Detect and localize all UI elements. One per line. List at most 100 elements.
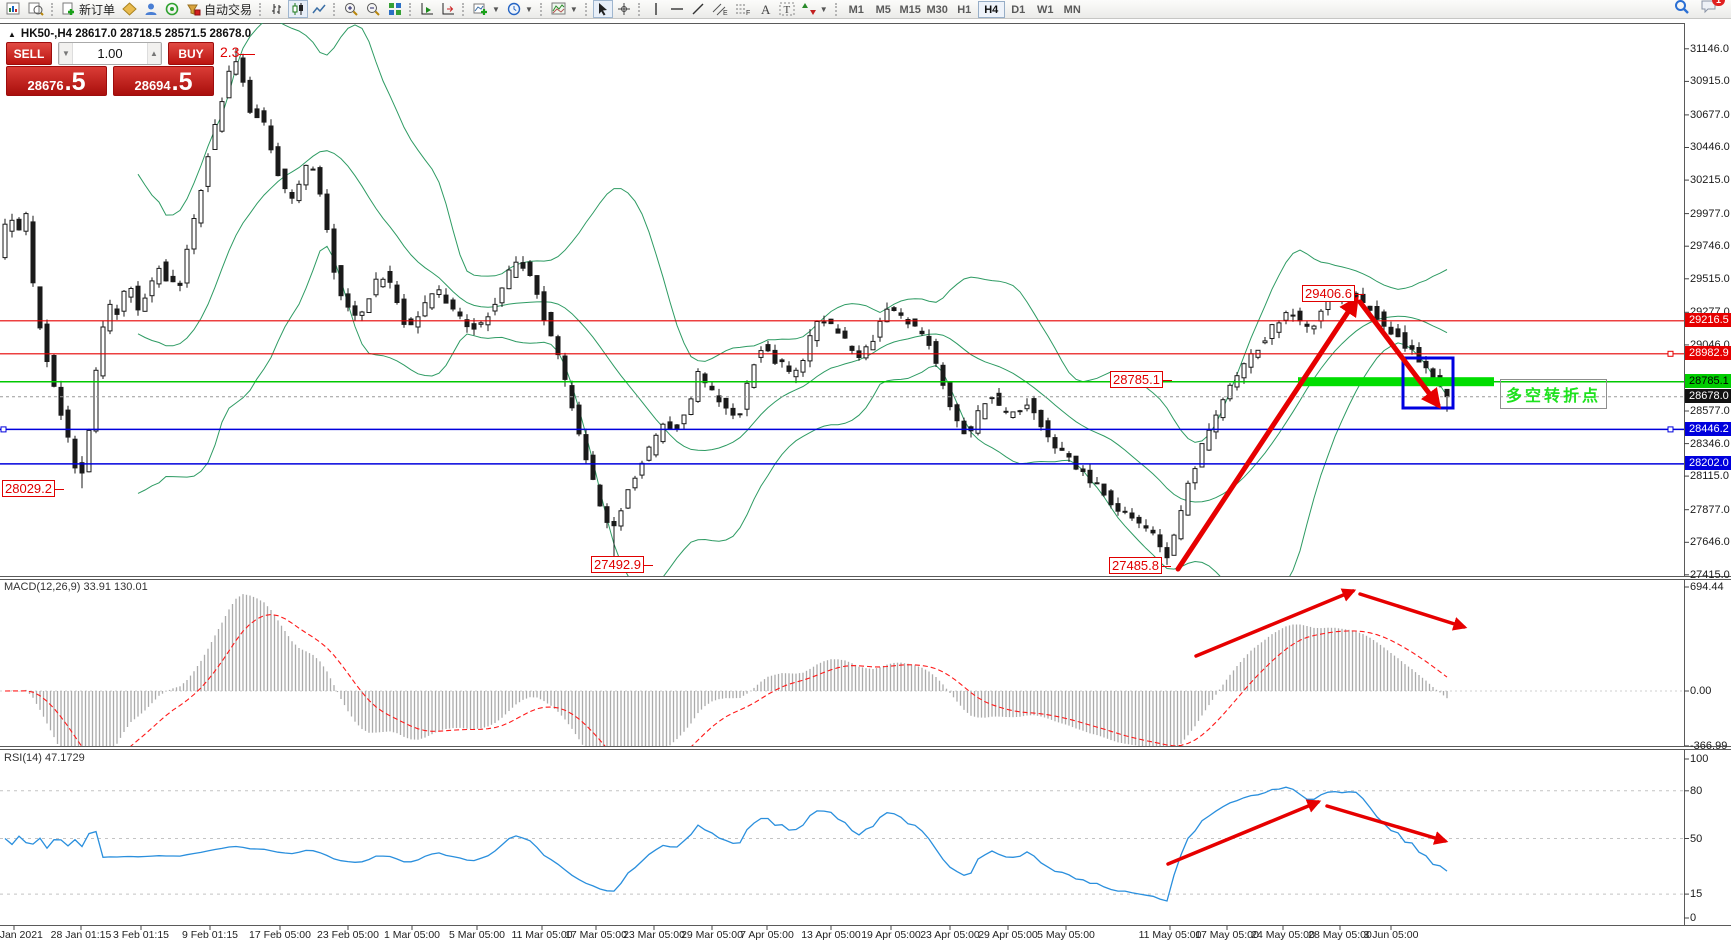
timeframe-m30[interactable]: M30 xyxy=(924,1,951,18)
price-axis-tick[interactable]: 27646.0 xyxy=(1690,536,1730,549)
line-chart-button[interactable] xyxy=(309,0,329,18)
time-axis-label[interactable]: 17 Mar 05:00 xyxy=(565,929,627,941)
timeframe-m1[interactable]: M1 xyxy=(843,1,870,18)
low-mid-tag[interactable]: 27492.9 xyxy=(591,556,653,573)
time-axis-label[interactable]: 24 May 05:00 xyxy=(1251,929,1315,941)
metaeditor-button[interactable] xyxy=(119,0,140,18)
signals-button[interactable] xyxy=(162,0,182,18)
volume-decrease-button[interactable]: ▼ xyxy=(59,43,73,64)
auto-scroll-button[interactable] xyxy=(417,0,437,18)
time-axis-label[interactable]: 3 Jun 05:00 xyxy=(1363,929,1419,941)
autotrading-button[interactable]: 自动交易 xyxy=(183,0,255,18)
price-axis-tick[interactable]: 28115.0 xyxy=(1690,470,1729,483)
periods-button[interactable]: ▼ xyxy=(504,0,536,18)
marked-high-tag[interactable]: 29406.6 xyxy=(1302,285,1364,302)
timeframe-m5[interactable]: M5 xyxy=(870,1,897,18)
low-left-tag[interactable]: 28029.2 xyxy=(2,480,64,497)
timeframe-h4[interactable]: H4 xyxy=(977,1,1005,19)
timeframe-mn[interactable]: MN xyxy=(1059,1,1086,18)
add-indicator-button[interactable]: ▼ xyxy=(470,0,503,18)
time-axis-label[interactable]: 23 Feb 05:00 xyxy=(317,929,379,941)
cursor-tool-button[interactable] xyxy=(592,0,613,18)
search-icon[interactable] xyxy=(1674,0,1690,19)
price-axis-tick[interactable]: 28577.0 xyxy=(1690,405,1730,417)
price-chart-canvas[interactable] xyxy=(0,19,1731,946)
time-axis-label[interactable]: 19 Apr 05:00 xyxy=(861,929,921,941)
new-order-button[interactable]: 新订单 xyxy=(59,0,118,18)
candle-chart-button[interactable] xyxy=(288,0,309,18)
vertical-line-tool-button[interactable] xyxy=(646,0,666,18)
time-axis-label[interactable]: 23 Mar 05:00 xyxy=(623,929,685,941)
price-axis-tick[interactable]: 30215.0 xyxy=(1690,174,1730,187)
macd-axis-tick[interactable]: 694.44 xyxy=(1690,581,1724,594)
pane-separator[interactable] xyxy=(0,576,1731,580)
rsi-axis-tick[interactable]: 0 xyxy=(1690,912,1697,924)
tile-windows-button[interactable] xyxy=(385,0,405,18)
text-label-tool-button[interactable]: T xyxy=(776,0,798,18)
time-axis-label[interactable]: 5 May 05:00 xyxy=(1037,929,1095,941)
low-right-tag[interactable]: 27485.8 xyxy=(1109,557,1171,574)
price-axis-tick[interactable]: 29515.0 xyxy=(1690,272,1730,285)
collapse-panel-icon[interactable]: ▲ xyxy=(8,30,16,39)
time-axis-label[interactable]: 28 Jan 01:15 xyxy=(50,929,112,941)
pivot-level-tag[interactable]: 28785.1 xyxy=(1110,371,1172,388)
sell-button[interactable]: SELL xyxy=(6,42,52,65)
pane-separator[interactable] xyxy=(0,746,1731,750)
new-chart-button[interactable] xyxy=(3,0,24,18)
equidistant-channel-tool-button[interactable]: E xyxy=(709,0,731,18)
time-axis-label[interactable]: 13 Apr 05:00 xyxy=(801,929,861,941)
time-axis-label[interactable]: 11 May 05:00 xyxy=(1138,929,1202,941)
time-axis-label[interactable]: 9 Feb 01:15 xyxy=(181,929,239,941)
timeframe-m15[interactable]: M15 xyxy=(897,1,924,18)
time-axis-label[interactable]: 17 May 05:00 xyxy=(1195,929,1259,941)
rsi-axis-tick[interactable]: 50 xyxy=(1690,832,1703,845)
time-axis-label[interactable]: 28 May 05:00 xyxy=(1308,929,1372,941)
price-axis-tick[interactable]: 29746.0 xyxy=(1690,240,1730,253)
zoom-in-button[interactable] xyxy=(341,0,362,18)
time-axis-label[interactable]: 22 Jan 2021 xyxy=(0,929,43,941)
crosshair-tool-button[interactable] xyxy=(614,0,634,18)
price-axis-tick[interactable]: 28346.0 xyxy=(1690,437,1730,450)
volume-input[interactable]: 1.00 xyxy=(97,46,123,61)
volume-increase-button[interactable]: ▲ xyxy=(147,43,161,64)
timeframe-w1[interactable]: W1 xyxy=(1032,1,1059,18)
price-axis-tick[interactable]: 30915.0 xyxy=(1690,75,1730,88)
time-axis-label[interactable]: 29 Mar 05:00 xyxy=(681,929,743,941)
price-axis-tick[interactable]: 27877.0 xyxy=(1690,503,1730,516)
time-axis-label[interactable]: 3 Feb 01:15 xyxy=(112,929,170,941)
horizontal-line-tool-button[interactable] xyxy=(667,0,687,18)
fibonacci-tool-button[interactable]: F xyxy=(732,0,754,18)
turning-point-label[interactable]: 多空转折点 xyxy=(1500,379,1608,409)
time-axis-label[interactable]: 29 Apr 05:00 xyxy=(978,929,1038,941)
community-button[interactable] xyxy=(141,0,161,18)
time-axis-label[interactable]: 11 Mar 05:00 xyxy=(511,929,573,941)
notifications-icon[interactable]: 1 xyxy=(1700,0,1725,19)
trendline-tool-button[interactable] xyxy=(688,0,708,18)
timeframe-d1[interactable]: D1 xyxy=(1005,1,1032,18)
rsi-axis-tick[interactable]: 15 xyxy=(1690,888,1703,901)
price-axis-tick[interactable]: 31146.0 xyxy=(1690,42,1729,55)
arrows-tool-button[interactable]: ▼ xyxy=(799,0,831,18)
price-axis-tick[interactable]: 27415.0 xyxy=(1690,568,1730,581)
time-axis-label[interactable]: 23 Apr 05:00 xyxy=(920,929,980,941)
buy-button[interactable]: BUY xyxy=(168,42,214,65)
bar-chart-button[interactable] xyxy=(267,0,287,18)
time-axis-label[interactable]: 1 Mar 05:00 xyxy=(383,929,441,941)
templates-button[interactable]: ▼ xyxy=(548,0,581,18)
rsi-axis-tick[interactable]: 100 xyxy=(1690,753,1709,765)
macd-axis-tick[interactable]: 0.00 xyxy=(1690,685,1712,697)
time-axis-label[interactable]: 7 Apr 05:00 xyxy=(740,929,794,941)
price-axis-tick[interactable]: 30446.0 xyxy=(1690,141,1730,154)
volume-stepper[interactable]: ▼ 1.00 ▲ xyxy=(58,42,162,65)
time-axis-label[interactable]: 17 Feb 05:00 xyxy=(249,929,311,941)
text-tool-button[interactable]: A xyxy=(755,0,775,18)
time-axis-label[interactable]: 5 Mar 05:00 xyxy=(448,929,506,941)
rsi-axis-tick[interactable]: 80 xyxy=(1690,784,1703,797)
price-axis-tick[interactable]: 29977.0 xyxy=(1690,207,1730,220)
chart-shift-button[interactable] xyxy=(438,0,458,18)
timeframe-h1[interactable]: H1 xyxy=(951,1,978,18)
profiles-button[interactable] xyxy=(25,0,47,18)
macd-axis-tick[interactable]: -366.99 xyxy=(1690,739,1728,752)
price-axis-tick[interactable]: 30677.0 xyxy=(1690,108,1730,121)
zoom-out-button[interactable] xyxy=(363,0,384,18)
